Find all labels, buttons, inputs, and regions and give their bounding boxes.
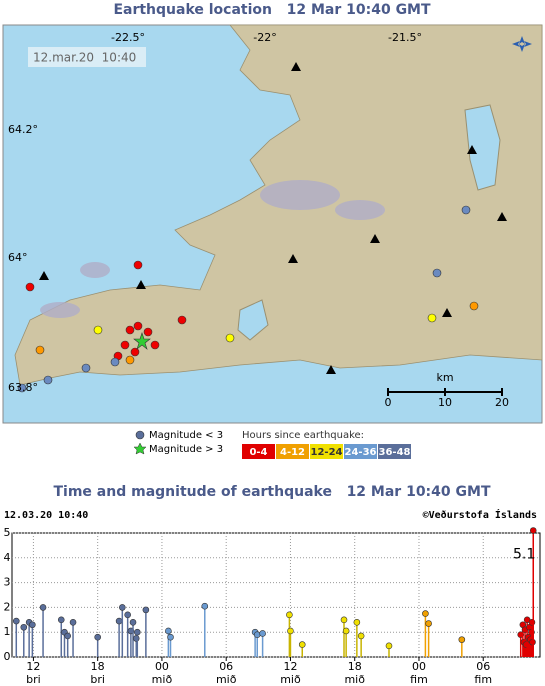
scale-bar bbox=[387, 388, 503, 396]
compass bbox=[512, 36, 532, 52]
x-tick-day: bri bbox=[90, 673, 105, 686]
quake-point bbox=[298, 641, 306, 648]
map-legend: Magnitude < 3 Magnitude > 3 Hours since … bbox=[133, 430, 411, 459]
lat-label: 64.2° bbox=[8, 123, 38, 136]
hours-box bbox=[310, 444, 343, 459]
quake-point bbox=[342, 627, 350, 635]
lat-label: 64° bbox=[8, 251, 28, 264]
hours-box bbox=[344, 444, 377, 459]
x-tick-label: 00 bbox=[155, 660, 169, 673]
quake-point bbox=[529, 527, 537, 534]
hours-box bbox=[276, 444, 309, 459]
quake-point bbox=[12, 617, 20, 625]
quake-point bbox=[64, 632, 71, 640]
hours-label: 4-12 bbox=[280, 447, 305, 458]
value-label: 5.1 bbox=[513, 547, 535, 563]
y-tick-label: 4 bbox=[4, 551, 11, 564]
chart-credit: ©Veðurstofa Íslands bbox=[423, 508, 537, 521]
x-tick-day: mið bbox=[216, 673, 237, 686]
volcano-markers bbox=[39, 62, 507, 374]
quake-point bbox=[167, 633, 174, 641]
quake-point bbox=[29, 621, 36, 629]
lat-label: 63.8° bbox=[8, 381, 38, 394]
quake-point bbox=[528, 618, 536, 626]
quake-point bbox=[165, 627, 172, 635]
hours-label: 0-4 bbox=[249, 447, 267, 458]
quake-point bbox=[119, 604, 126, 611]
lon-label: -22° bbox=[253, 31, 276, 44]
quake-point bbox=[132, 635, 140, 642]
legend-star bbox=[133, 442, 147, 455]
quake-point bbox=[57, 616, 65, 624]
quake-point bbox=[340, 616, 348, 624]
legend-label: Magnitude > 3 bbox=[149, 444, 223, 455]
quake-point bbox=[129, 618, 137, 626]
quake-point bbox=[286, 611, 293, 619]
timestamp-bg bbox=[28, 47, 146, 67]
quake-point bbox=[425, 620, 432, 627]
quake-point bbox=[20, 623, 28, 631]
hours-label: 24-36 bbox=[345, 447, 377, 458]
x-tick-label: 12 bbox=[283, 660, 297, 673]
quake-point bbox=[353, 618, 361, 626]
x-tick-label: 12 bbox=[26, 660, 40, 673]
x-tick-day: fim bbox=[474, 673, 492, 686]
x-tick-day: mið bbox=[152, 673, 173, 686]
x-tick-label: 00 bbox=[412, 660, 426, 673]
quake-point bbox=[287, 627, 294, 635]
x-tick-day: mið bbox=[280, 673, 301, 686]
map-timestamp: 12.mar.20 10:40 bbox=[33, 51, 136, 65]
quake-point bbox=[458, 636, 466, 643]
lake bbox=[237, 299, 269, 341]
scale-label: 10 bbox=[438, 396, 452, 409]
hours-box bbox=[242, 444, 275, 459]
lava-fields bbox=[40, 180, 385, 318]
y-tick-label: 0 bbox=[4, 650, 11, 663]
scale-label: 20 bbox=[495, 396, 509, 409]
quake-point bbox=[253, 631, 261, 638]
quake-dots bbox=[17, 205, 479, 393]
quake-point bbox=[134, 628, 141, 636]
x-tick-day: bri bbox=[26, 673, 41, 686]
map-title: Earthquake location 12 Mar 10:40 GMT bbox=[113, 2, 431, 18]
lon-label: -21.5° bbox=[388, 31, 422, 44]
lon-label: -22.5° bbox=[111, 31, 145, 44]
lake bbox=[464, 104, 501, 191]
x-tick-label: 18 bbox=[91, 660, 105, 673]
y-tick-label: 2 bbox=[4, 600, 11, 613]
chart-title: Time and magnitude of earthquake 12 Mar … bbox=[54, 484, 491, 500]
scale-unit: km bbox=[436, 371, 453, 384]
legend-circle bbox=[135, 430, 145, 440]
y-tick-label: 3 bbox=[4, 576, 11, 589]
quake-point bbox=[94, 633, 101, 641]
quake-point bbox=[201, 602, 209, 610]
y-tick-label: 1 bbox=[4, 625, 11, 638]
hours-box bbox=[378, 444, 411, 459]
quake-point bbox=[385, 642, 393, 650]
quake-point bbox=[124, 611, 131, 619]
quake-point bbox=[69, 618, 77, 626]
quake-point bbox=[357, 632, 365, 640]
scale-label: 0 bbox=[385, 396, 392, 409]
x-tick-day: fim bbox=[410, 673, 428, 686]
quake-point bbox=[259, 630, 266, 637]
x-tick-label: 06 bbox=[219, 660, 233, 673]
chart-timestamp: 12.03.20 10:40 bbox=[4, 510, 88, 521]
x-tick-label: 06 bbox=[476, 660, 490, 673]
hours-label: 36-48 bbox=[379, 447, 411, 458]
quake-point bbox=[115, 617, 123, 625]
y-tick-label: 5 bbox=[4, 526, 11, 539]
legend-label: Magnitude < 3 bbox=[149, 430, 223, 441]
x-tick-label: 18 bbox=[348, 660, 362, 673]
quake-point bbox=[422, 610, 429, 617]
map: 12.mar.20 10:40 -22.5° -22° -21.5° 64.2°… bbox=[2, 24, 543, 424]
quake-point bbox=[142, 606, 150, 614]
x-tick-day: mið bbox=[344, 673, 365, 686]
hours-label: 12-24 bbox=[311, 447, 343, 458]
quake-point bbox=[39, 604, 47, 611]
hours-title: Hours since earthquake: bbox=[242, 430, 364, 441]
